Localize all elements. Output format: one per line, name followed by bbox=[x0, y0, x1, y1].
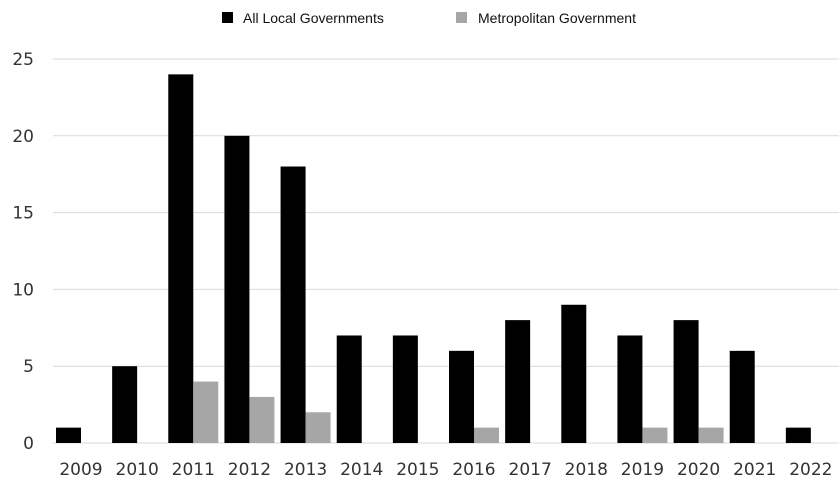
legend-label-metropolitan-government: Metropolitan Government bbox=[478, 10, 636, 26]
x-tick-label-2011: 2011 bbox=[172, 460, 215, 480]
bar-all-local-2018 bbox=[561, 304, 587, 443]
x-tick-label-2016: 2016 bbox=[452, 460, 495, 480]
x-tick-label-2010: 2010 bbox=[116, 460, 159, 480]
y-tick-label-15: 15 bbox=[12, 204, 34, 224]
x-axis: 2009 2010 2011 2012 2013 2014 2015 2016 2017 2018… bbox=[59, 460, 832, 480]
bar-all-local-2012 bbox=[224, 135, 250, 444]
y-tick-label-20: 20 bbox=[12, 127, 34, 147]
bar-all-local-2016 bbox=[449, 350, 474, 443]
bar-all-local-2015 bbox=[392, 335, 418, 443]
y-tick-label-10: 10 bbox=[12, 280, 34, 300]
bar-all-local-2009 bbox=[56, 427, 81, 443]
bar-metropolitan-2020 bbox=[698, 427, 724, 443]
bar-metropolitan-2019 bbox=[642, 427, 668, 443]
bar-all-local-2020 bbox=[673, 320, 699, 443]
bar-all-local-2013 bbox=[280, 166, 306, 443]
x-tick-label-2020: 2020 bbox=[677, 460, 720, 480]
x-tick-label-2015: 2015 bbox=[396, 460, 439, 480]
x-tick-label-2009: 2009 bbox=[59, 460, 102, 480]
bar-all-local-2021 bbox=[729, 350, 755, 443]
bar-all-local-2014 bbox=[336, 335, 362, 443]
bar-all-local-2017 bbox=[505, 320, 531, 443]
bar-all-local-2022 bbox=[785, 427, 811, 443]
legend-label-all-local-governments: All Local Governments bbox=[243, 10, 384, 26]
x-tick-label-2021: 2021 bbox=[733, 460, 776, 480]
bar-metropolitan-2013 bbox=[305, 412, 331, 443]
x-tick-label-2022: 2022 bbox=[789, 460, 832, 480]
y-tick-label-25: 25 bbox=[12, 50, 34, 70]
bar-metropolitan-2011 bbox=[193, 381, 219, 443]
y-axis: 0 5 10 15 20 25 bbox=[12, 50, 34, 454]
bars bbox=[56, 74, 811, 444]
bar-all-local-2010 bbox=[112, 366, 138, 443]
y-tick-label-0: 0 bbox=[23, 434, 34, 454]
legend-swatch-metropolitan-government bbox=[456, 12, 467, 23]
chart-legend: All Local Governments Metropolitan Gover… bbox=[222, 10, 636, 26]
x-tick-label-2013: 2013 bbox=[284, 460, 327, 480]
x-tick-label-2018: 2018 bbox=[565, 460, 608, 480]
x-tick-label-2017: 2017 bbox=[509, 460, 552, 480]
bar-all-local-2011 bbox=[168, 74, 194, 444]
bar-all-local-2019 bbox=[617, 335, 643, 443]
y-tick-label-5: 5 bbox=[23, 357, 34, 377]
bar-metropolitan-2012 bbox=[249, 396, 275, 443]
bar-metropolitan-2016 bbox=[474, 427, 499, 443]
legend-swatch-all-local-governments bbox=[222, 12, 233, 23]
x-tick-label-2019: 2019 bbox=[621, 460, 664, 480]
x-tick-label-2014: 2014 bbox=[340, 460, 383, 480]
x-tick-label-2012: 2012 bbox=[228, 460, 271, 480]
